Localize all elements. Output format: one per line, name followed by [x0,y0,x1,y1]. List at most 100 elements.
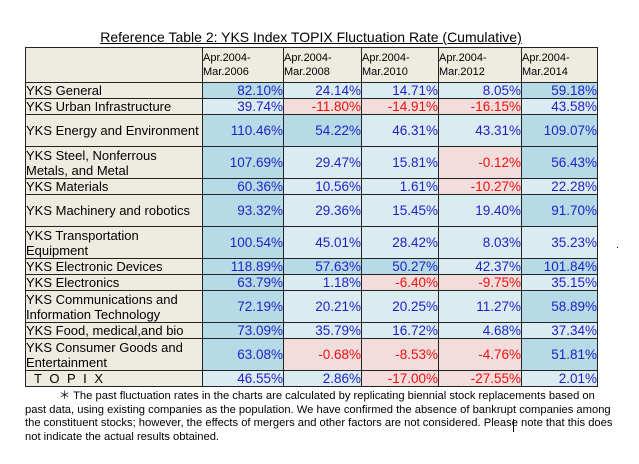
value-cell: 35.23% [521,226,598,259]
value-cell: 91.70% [521,194,598,227]
row-label: YKS Materials [25,178,203,195]
value-cell: 73.09% [202,322,284,339]
value-cell: 51.81% [521,338,598,371]
table-row: T O P I X 46.55% 2.86% -17.00% -27.55% 2.01% [25,370,598,387]
value-cell: 8.03% [438,226,522,259]
value-cell: 58.89% [521,290,598,323]
table-title: Reference Table 2: YKS Index TOPIX Fluct… [100,29,522,45]
value-cell: 10.56% [283,178,362,195]
value-cell: 118.89% [202,258,284,275]
table-row: YKS General 82.10% 24.14% 14.71% 8.05% 59.18% [25,82,598,99]
value-cell: -14.91% [361,98,439,115]
value-cell: -0.12% [438,146,522,179]
value-cell: 15.81% [361,146,439,179]
column-header-line2: Mar.2012 [439,66,485,78]
column-header-line2: Mar.2010 [362,66,408,78]
row-label: YKS Steel, Nonferrous Metals, and Metal [25,146,203,179]
footnote: ＊ The past fluctuation rates in the char… [25,390,615,444]
value-cell: 63.08% [202,338,284,371]
value-cell: 22.28% [521,178,598,195]
table-row: YKS Electronics 63.79% 1.18% -6.40% -9.75% 35… [25,274,598,291]
value-cell: 93.32% [202,194,284,227]
header-row: Apr.2004- Mar.2006 Apr.2004- Mar.2008 Apr.… [25,47,598,83]
table-row: YKS Steel, Nonferrous Metals, and Metal 1… [25,146,598,179]
value-cell: 20.25% [361,290,439,323]
table-row: YKS Materials 60.36% 10.56% 1.61% -10.27% 22.… [25,178,598,195]
value-cell: 63.79% [202,274,284,291]
value-cell: 16.72% [361,322,439,339]
column-header-line2: Mar.2014 [522,66,568,78]
column-header: Apr.2004- Mar.2012 [438,47,522,83]
value-cell: -11.80% [283,98,362,115]
column-header-line1: Apr.2004- [362,52,410,64]
column-header-line1: Apr.2004- [439,52,487,64]
value-cell: 28.42% [361,226,439,259]
table-row: YKS Machinery and robotics 93.32% 29.36% 15… [25,194,598,227]
stray-dot [617,247,618,248]
value-cell: 43.58% [521,98,598,115]
value-cell: 59.18% [521,82,598,99]
row-label: YKS Consumer Goods and Entertainment [25,338,203,371]
value-cell: 57.63% [283,258,362,275]
value-cell: 46.55% [202,370,284,387]
value-cell: 45.01% [283,226,362,259]
value-cell: 100.54% [202,226,284,259]
column-header-line1: Apr.2004- [522,52,570,64]
table-row: YKS Food, medical,and bio 73.09% 35.79% 16.… [25,322,598,339]
row-label: YKS Urban Infrastructure [25,98,203,115]
column-header: Apr.2004- Mar.2006 [202,47,284,83]
row-label: YKS Electronics [25,274,203,291]
value-cell: 50.27% [361,258,439,275]
value-cell: 101.84% [521,258,598,275]
table-row: YKS Communications and Information Techn… [25,290,598,323]
value-cell: 110.46% [202,114,284,147]
value-cell: 39.74% [202,98,284,115]
value-cell: 24.14% [283,82,362,99]
fluctuation-table: Apr.2004- Mar.2006 Apr.2004- Mar.2008 Apr.… [25,47,598,387]
column-header: Apr.2004- Mar.2014 [521,47,598,83]
value-cell: -8.53% [361,338,439,371]
value-cell: 37.34% [521,322,598,339]
column-header-line2: Mar.2006 [203,66,249,78]
value-cell: 54.22% [283,114,362,147]
value-cell: 14.71% [361,82,439,99]
value-cell: 109.07% [521,114,598,147]
value-cell: -6.40% [361,274,439,291]
header-corner [25,47,203,83]
value-cell: 1.18% [283,274,362,291]
value-cell: -16.15% [438,98,522,115]
row-label: YKS Communications and Information Techn… [25,290,203,323]
value-cell: 56.43% [521,146,598,179]
value-cell: 2.01% [521,370,598,387]
value-cell: 15.45% [361,194,439,227]
value-cell: 29.36% [283,194,362,227]
table-row: YKS Electronic Devices 118.89% 57.63% 50.27… [25,258,598,275]
column-header: Apr.2004- Mar.2008 [283,47,362,83]
value-cell: 46.31% [361,114,439,147]
row-label: YKS Machinery and robotics [25,194,203,227]
value-cell: 1.61% [361,178,439,195]
column-header-line1: Apr.2004- [284,52,332,64]
table-row: YKS Consumer Goods and Entertainment 63.0… [25,338,598,371]
value-cell: 72.19% [202,290,284,323]
row-label: YKS Food, medical,and bio [25,322,203,339]
value-cell: 29.47% [283,146,362,179]
value-cell: 35.79% [283,322,362,339]
footnote-text: ＊ The past fluctuation rates in the char… [25,390,613,443]
column-header: Apr.2004- Mar.2010 [361,47,439,83]
value-cell: -4.76% [438,338,522,371]
value-cell: 4.68% [438,322,522,339]
row-label: T O P I X [25,370,203,387]
row-label: YKS Transportation Equipment [25,226,203,259]
value-cell: 60.36% [202,178,284,195]
value-cell: 82.10% [202,82,284,99]
value-cell: -17.00% [361,370,439,387]
table-row: YKS Energy and Environment 110.46% 54.22% 4… [25,114,598,147]
value-cell: 35.15% [521,274,598,291]
text-cursor [513,419,514,432]
value-cell: -0.68% [283,338,362,371]
column-header-line1: Apr.2004- [203,52,251,64]
value-cell: -10.27% [438,178,522,195]
row-label: YKS General [25,82,203,99]
value-cell: 43.31% [438,114,522,147]
